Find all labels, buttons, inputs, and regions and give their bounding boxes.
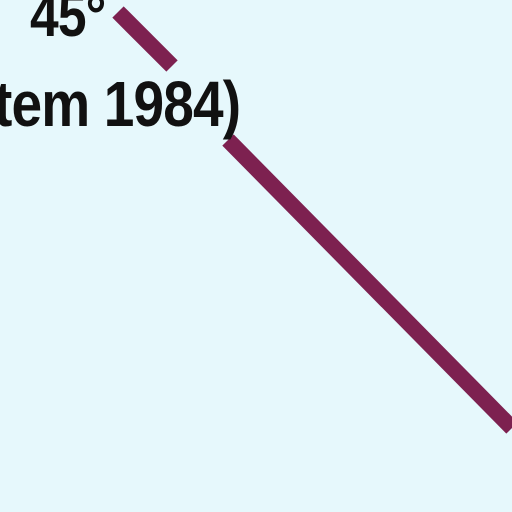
meridian-line-upper <box>118 12 172 66</box>
meridian-label: 45° <box>30 0 105 46</box>
datum-label: tem 1984) <box>0 72 240 136</box>
meridian-line-lower <box>228 140 512 428</box>
